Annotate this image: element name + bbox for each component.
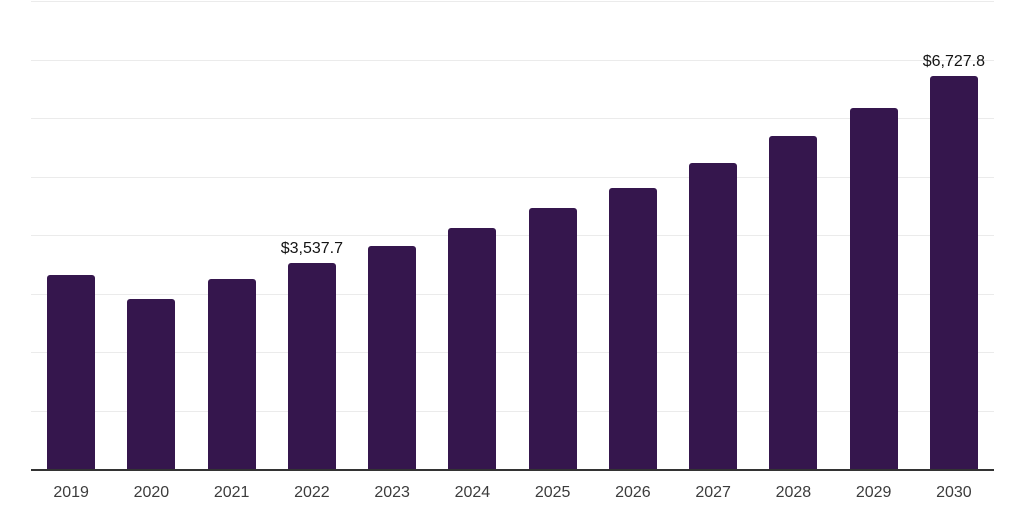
bar-2028	[769, 136, 818, 470]
x-tick-2020: 2020	[133, 484, 170, 501]
x-tick-2030: 2030	[936, 484, 972, 501]
bar-cell-2026	[593, 2, 673, 470]
x-tick-2021: 2021	[213, 484, 250, 501]
x-tick-2029: 2029	[855, 484, 892, 501]
bar-cell-2020	[111, 2, 191, 470]
bar-2022	[287, 263, 336, 470]
gridline-4000	[31, 235, 994, 236]
plot-area: $3,537.7 $6,727.8	[31, 1, 994, 471]
bar-2026	[608, 188, 657, 470]
bar-cell-2024	[432, 2, 512, 470]
bar-cell-2021	[192, 2, 272, 470]
x-tick-2023: 2023	[374, 484, 410, 501]
bar-2024	[448, 227, 497, 470]
bar-2021	[207, 279, 256, 470]
x-tick-2019: 2019	[53, 484, 89, 501]
gridline-5000	[31, 176, 994, 178]
x-tick-2028: 2028	[775, 484, 812, 501]
data-label-2030: $6,727.8	[922, 53, 986, 71]
gridline-3000	[31, 293, 994, 295]
x-tick-2026: 2026	[615, 484, 651, 501]
data-label-2022: $3,537.7	[280, 240, 344, 258]
x-axis-ticks: 2019 2020 2021 2022 2023 2024 2025 2026 2027 2028…	[31, 483, 994, 503]
bar-2019	[47, 275, 96, 470]
bar-2023	[368, 245, 417, 470]
x-tick-2022: 2022	[294, 484, 330, 501]
bar-cell-2025	[513, 2, 593, 470]
bar-cell-2027	[673, 2, 753, 470]
bars-container: $3,537.7 $6,727.8	[31, 2, 994, 470]
x-axis-line	[31, 469, 994, 471]
x-tick-2024: 2024	[454, 484, 491, 501]
bar-cell-2019	[31, 2, 111, 470]
bar-2030	[929, 76, 978, 470]
x-tick-2027: 2027	[695, 484, 731, 501]
gridline-7000	[31, 59, 994, 61]
gridline-1000	[31, 410, 994, 412]
bar-cell-2030: $6,727.8	[914, 2, 994, 470]
bar-cell-2028	[753, 2, 833, 470]
gridline-6000	[31, 118, 994, 119]
x-tick-2025: 2025	[534, 484, 571, 501]
bar-cell-2023	[352, 2, 432, 470]
bar-2027	[689, 163, 738, 470]
gridline-2000	[31, 352, 994, 353]
gridline-8000	[31, 1, 994, 2]
bar-cell-2022: $3,537.7	[272, 2, 352, 470]
bar-2029	[849, 107, 898, 470]
bar-2020	[127, 299, 176, 470]
bar-2025	[528, 208, 577, 470]
bar-cell-2029	[834, 2, 914, 470]
